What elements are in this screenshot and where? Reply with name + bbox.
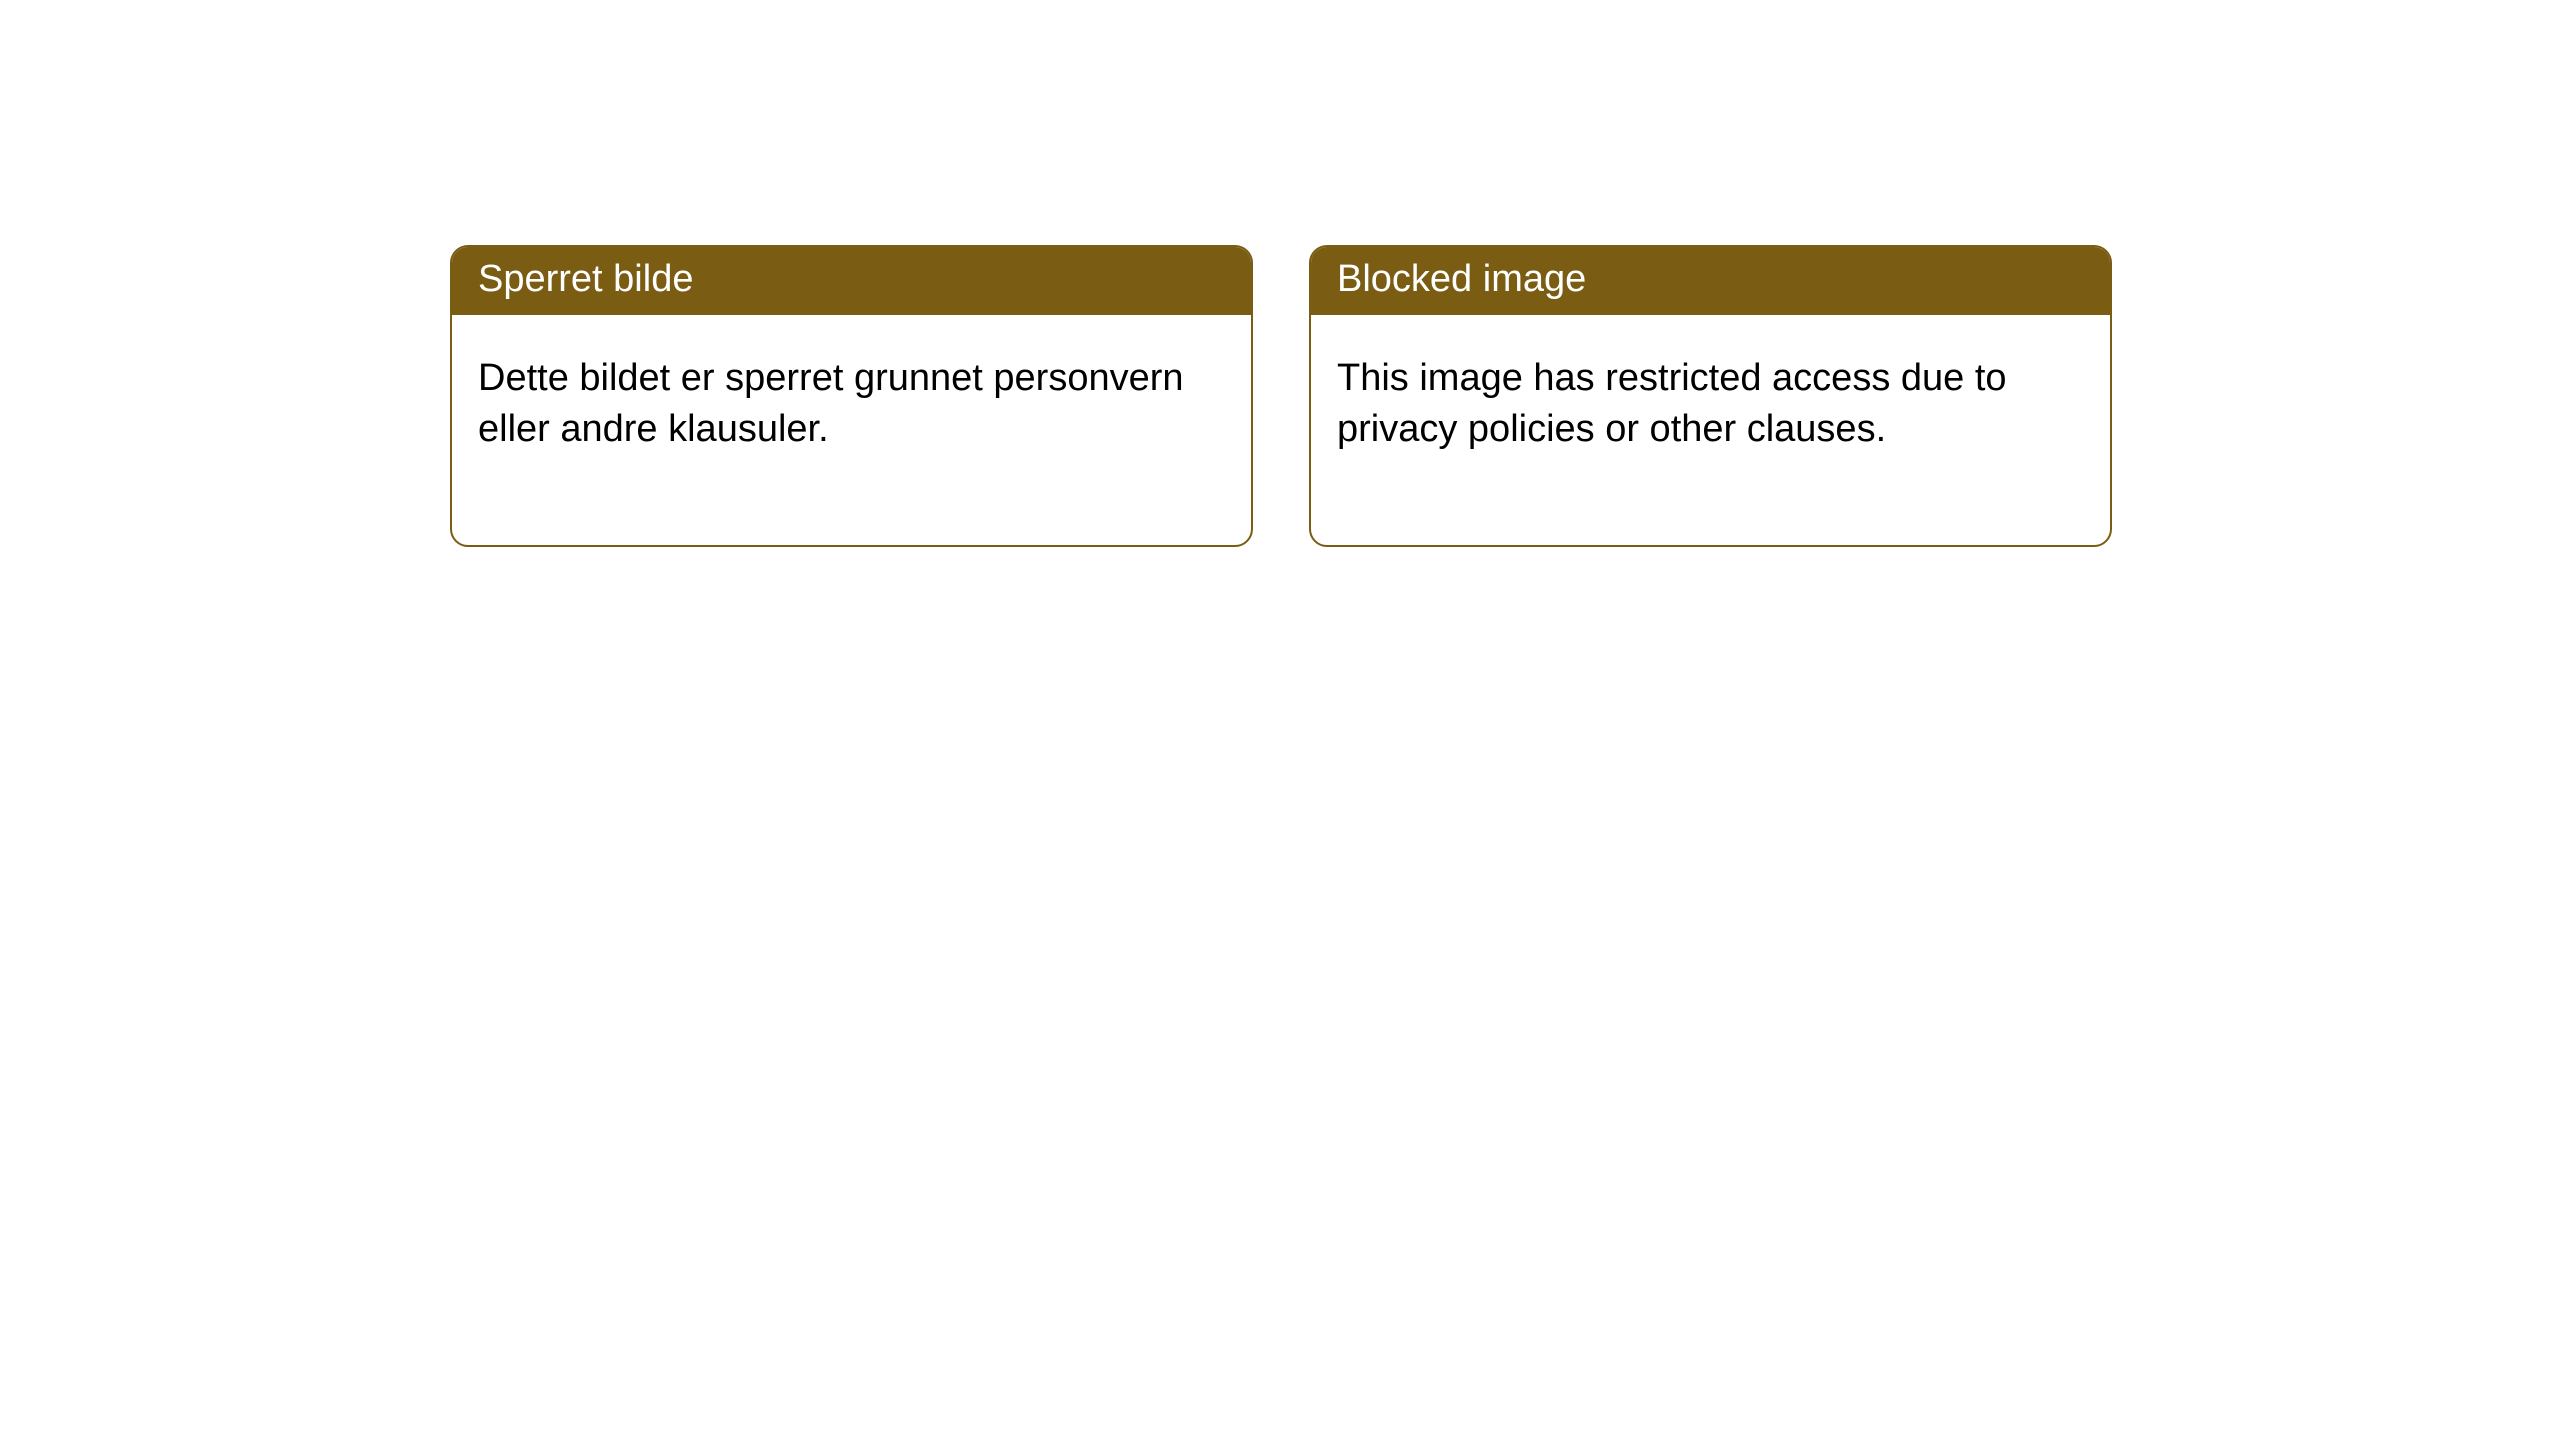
- notice-container: Sperret bilde Dette bildet er sperret gr…: [0, 0, 2560, 547]
- card-body-en: This image has restricted access due to …: [1311, 315, 2110, 546]
- blocked-image-card-en: Blocked image This image has restricted …: [1309, 245, 2112, 547]
- card-header-en: Blocked image: [1311, 247, 2110, 315]
- card-header-no: Sperret bilde: [452, 247, 1251, 315]
- card-body-no: Dette bildet er sperret grunnet personve…: [452, 315, 1251, 546]
- blocked-image-card-no: Sperret bilde Dette bildet er sperret gr…: [450, 245, 1253, 547]
